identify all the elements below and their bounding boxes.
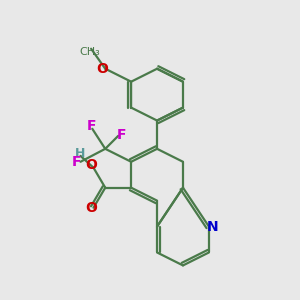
Text: N: N — [207, 220, 218, 234]
Text: CH₃: CH₃ — [80, 47, 100, 57]
Text: H: H — [75, 147, 86, 160]
Text: O: O — [85, 201, 97, 215]
Text: O: O — [85, 158, 97, 172]
Text: F: F — [86, 119, 96, 134]
Text: O: O — [96, 62, 108, 76]
Text: F: F — [72, 155, 82, 169]
Text: F: F — [117, 128, 127, 142]
